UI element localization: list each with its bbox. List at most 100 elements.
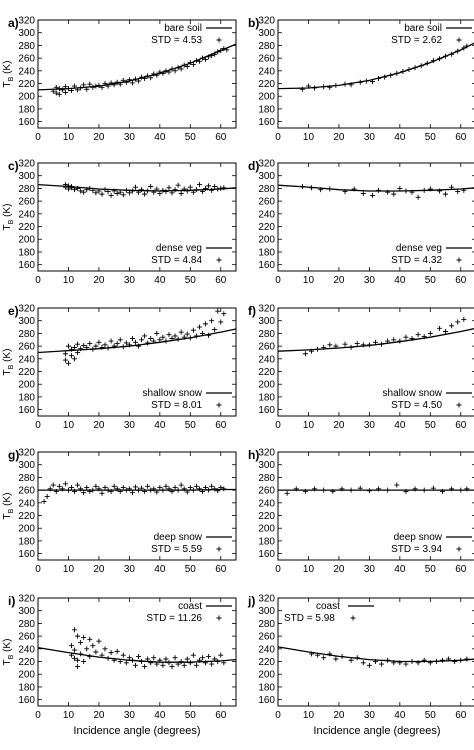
y-tick-label: 260 [18, 632, 35, 643]
data-point [120, 192, 126, 198]
data-point [215, 659, 221, 665]
x-tick-label: 40 [394, 564, 406, 575]
data-point [157, 69, 163, 75]
y-tick-label: 240 [258, 498, 275, 509]
data-point [309, 348, 315, 354]
x-tick-label: 10 [63, 132, 75, 143]
x-tick-label: 60 [455, 275, 467, 286]
data-point [84, 344, 90, 350]
data-point [421, 187, 427, 193]
data-point [72, 356, 78, 362]
data-point [102, 485, 108, 491]
data-point [187, 335, 193, 341]
data-point [142, 333, 148, 339]
data-point [190, 652, 196, 658]
data-point [75, 87, 81, 93]
data-point [90, 346, 96, 352]
data-point [139, 74, 145, 80]
data-point [78, 639, 84, 645]
data-point [53, 90, 59, 96]
x-tick-label: 30 [364, 710, 376, 721]
data-point [62, 89, 68, 95]
data-point [105, 83, 111, 89]
data-point [157, 190, 163, 196]
y-tick-label: 300 [18, 28, 35, 39]
y-tick-label: 260 [18, 342, 35, 353]
data-point [357, 79, 363, 85]
data-point [315, 346, 321, 352]
data-point [309, 185, 315, 191]
legend-fit-label: shallow snow [143, 388, 203, 399]
y-tick-label: 300 [18, 606, 35, 617]
y-tick-label: 180 [18, 682, 35, 693]
data-point [193, 662, 199, 668]
data-point [117, 81, 123, 87]
data-point [299, 86, 305, 92]
fit-curve [37, 328, 237, 354]
legend-std-label: STD = 4.84 [151, 255, 202, 266]
data-point [111, 188, 117, 194]
x-tick-label: 20 [333, 132, 345, 143]
data-point [157, 485, 163, 491]
data-point [105, 189, 111, 195]
data-point [69, 485, 75, 491]
data-point [293, 486, 299, 492]
data-point [75, 341, 81, 347]
data-point [348, 487, 354, 493]
x-tick-label: 30 [364, 275, 376, 286]
data-point [81, 490, 87, 496]
data-point [154, 330, 160, 336]
data-point [218, 485, 224, 491]
y-tick-label: 160 [18, 260, 35, 271]
plot-frame [37, 451, 237, 561]
y-tick-label: 320 [18, 16, 35, 27]
x-tick-label: 50 [425, 275, 437, 286]
data-point [72, 488, 78, 494]
data-point [193, 483, 199, 489]
x-tick-label: 0 [35, 710, 41, 721]
data-point [132, 662, 138, 668]
x-tick-label: 40 [154, 420, 166, 431]
legend-point-swatch [216, 37, 222, 43]
data-point [436, 325, 442, 331]
data-point [65, 360, 71, 366]
x-tick-label: 50 [425, 420, 437, 431]
x-tick-label: 50 [425, 132, 437, 143]
x-tick-label: 0 [35, 420, 41, 431]
data-point [78, 188, 84, 194]
data-point [151, 338, 157, 344]
data-point [394, 70, 400, 76]
data-point [218, 652, 224, 658]
data-point [84, 485, 90, 491]
data-point [181, 334, 187, 340]
data-point [461, 316, 467, 322]
data-point [163, 189, 169, 195]
x-tick-label: 20 [93, 420, 105, 431]
data-point [376, 486, 382, 492]
data-point [120, 485, 126, 491]
fit-curve [277, 184, 474, 192]
data-point [72, 344, 78, 350]
data-point [187, 660, 193, 666]
data-point [160, 487, 166, 493]
data-point [72, 655, 78, 661]
y-tick-label: 240 [18, 209, 35, 220]
x-tick-label: 60 [455, 564, 467, 575]
y-axis-label: TB (K) [2, 349, 15, 376]
data-point [53, 84, 59, 90]
data-point [111, 82, 117, 88]
data-point [105, 487, 111, 493]
data-point [360, 660, 366, 666]
data-point [114, 190, 120, 196]
data-point [126, 77, 132, 83]
x-tick-label: 0 [35, 132, 41, 143]
data-point [327, 84, 333, 90]
data-point [108, 488, 114, 494]
x-tick-label: 0 [35, 275, 41, 286]
